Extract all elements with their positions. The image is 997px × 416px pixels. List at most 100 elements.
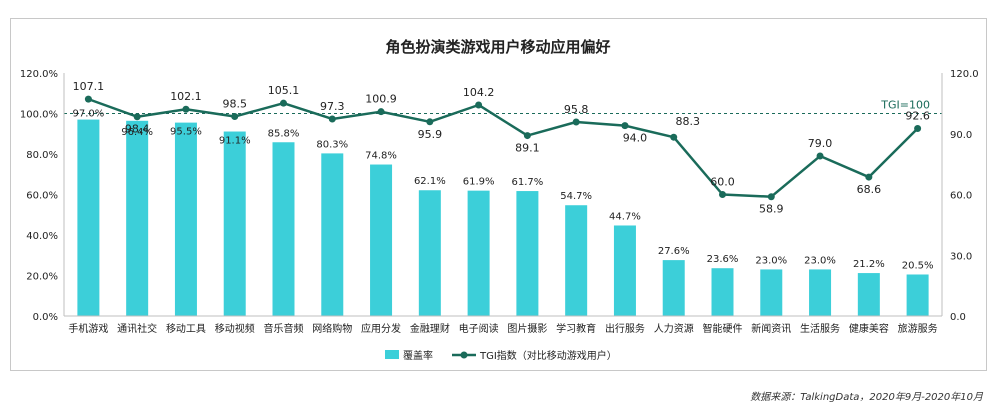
bar-coverage: [126, 120, 149, 316]
bar-value-label: 91.1%: [219, 136, 251, 147]
bar-value-label: 96.4%: [121, 127, 153, 138]
tgi-reference-label: TGI=100: [880, 99, 930, 112]
legend-line-marker: [460, 351, 468, 359]
tgi-value-label: 95.8: [564, 103, 589, 116]
tgi-value-label: 68.6: [857, 183, 882, 196]
bar-value-label: 27.6%: [658, 246, 690, 257]
left-tick-label: 100.0%: [20, 110, 58, 121]
left-tick-label: 80.0%: [26, 150, 58, 161]
bar-value-label: 23.0%: [804, 255, 836, 266]
tgi-value-label: 105.1: [268, 84, 300, 97]
tgi-value-label: 58.9: [759, 203, 784, 216]
tgi-point: [133, 113, 141, 121]
tgi-value-label: 100.9: [365, 93, 397, 106]
bar-coverage: [857, 273, 880, 316]
category-label: 网络购物: [312, 322, 352, 335]
tgi-point: [182, 105, 190, 113]
category-label: 人力资源: [654, 322, 694, 335]
category-label: 移动工具: [166, 322, 206, 335]
left-tick-label: 0.0%: [33, 312, 58, 323]
bar-coverage: [223, 131, 246, 316]
left-tick-label: 60.0%: [26, 191, 58, 202]
bar-coverage: [711, 268, 734, 316]
category-label: 健康美容: [849, 322, 889, 335]
tgi-value-label: 104.2: [463, 86, 495, 99]
legend-bar-label: 覆盖率: [403, 349, 433, 362]
bar-value-label: 21.2%: [853, 259, 885, 270]
tgi-point: [865, 173, 873, 181]
category-label: 出行服务: [605, 322, 645, 335]
bar-value-label: 97.0%: [72, 109, 104, 120]
left-tick-label: 20.0%: [26, 272, 58, 283]
bar-coverage: [613, 225, 636, 316]
bar-coverage: [809, 269, 832, 316]
tgi-value-label: 88.3: [675, 115, 700, 128]
legend-bar-swatch: [385, 350, 399, 359]
bar-value-label: 44.7%: [609, 211, 641, 222]
bar-value-label: 62.1%: [414, 176, 446, 187]
category-label: 图片摄影: [507, 322, 547, 335]
bar-value-label: 61.7%: [511, 177, 543, 188]
left-tick-label: 40.0%: [26, 231, 58, 242]
tgi-value-label: 94.0: [623, 132, 648, 145]
category-label: 旅游服务: [898, 322, 938, 335]
category-label: 应用分发: [361, 322, 401, 335]
bar-value-label: 85.8%: [268, 128, 300, 139]
bar-value-label: 23.6%: [707, 254, 739, 265]
tgi-point: [914, 124, 922, 132]
right-tick-label: 60.0: [950, 191, 972, 202]
bar-coverage: [467, 190, 490, 316]
bar-value-label: 80.3%: [316, 139, 348, 150]
bar-coverage: [906, 274, 929, 316]
tgi-value-label: 98.4: [125, 123, 150, 136]
category-label: 移动视频: [215, 322, 255, 335]
bar-value-label: 54.7%: [560, 191, 592, 202]
category-label: 音乐音频: [264, 322, 304, 335]
tgi-point: [84, 95, 92, 103]
tgi-point: [572, 118, 580, 126]
bar-coverage: [418, 190, 441, 316]
category-label: 生活服务: [800, 322, 840, 335]
tgi-point: [231, 113, 239, 121]
tgi-point: [621, 122, 629, 130]
category-label: 电子阅读: [459, 322, 499, 335]
tgi-point: [280, 99, 287, 107]
tgi-value-label: 92.6: [905, 109, 930, 122]
bar-value-label: 95.5%: [170, 127, 202, 138]
tgi-point: [719, 191, 726, 198]
tgi-point: [328, 115, 336, 123]
tgi-point: [475, 101, 483, 109]
tgi-value-label: 97.3: [320, 100, 345, 113]
category-label: 智能硬件: [703, 322, 743, 335]
left-tick-label: 120.0%: [20, 69, 58, 80]
tgi-line: [87, 97, 919, 198]
tgi-value-label: 60.0: [710, 176, 735, 189]
bar-value-label: 20.5%: [902, 260, 934, 271]
tgi-value-label: 102.1: [170, 90, 202, 103]
tgi-point: [767, 193, 775, 201]
right-tick-label: 30.0: [950, 251, 972, 262]
right-tick-label: 0.0: [950, 312, 966, 323]
bar-coverage: [174, 122, 197, 316]
category-label: 手机游戏: [68, 322, 108, 335]
bar-coverage: [272, 142, 295, 316]
tgi-point: [523, 132, 531, 140]
data-source-note: 数据来源：TalkingData，2020年9月-2020年10月: [750, 392, 983, 403]
tgi-value-label: 95.9: [418, 128, 443, 141]
bar-coverage: [516, 191, 539, 316]
tgi-point: [426, 118, 434, 126]
tgi-point: [377, 108, 385, 116]
bar-coverage: [321, 153, 344, 316]
bar-value-label: 74.8%: [365, 151, 397, 162]
chart-title: 角色扮演类游戏用户移动应用偏好: [385, 38, 610, 56]
bar-coverage: [565, 205, 588, 316]
bar-coverage: [370, 164, 393, 316]
bar-coverage: [662, 260, 685, 316]
bar-coverage: [77, 119, 100, 316]
tgi-value-label: 89.1: [515, 142, 540, 155]
category-label: 金融理财: [410, 322, 450, 335]
legend-line-label: TGI指数（对比移动游戏用户）: [479, 349, 617, 362]
bar-value-label: 61.9%: [463, 177, 495, 188]
right-tick-label: 120.0: [950, 69, 979, 80]
